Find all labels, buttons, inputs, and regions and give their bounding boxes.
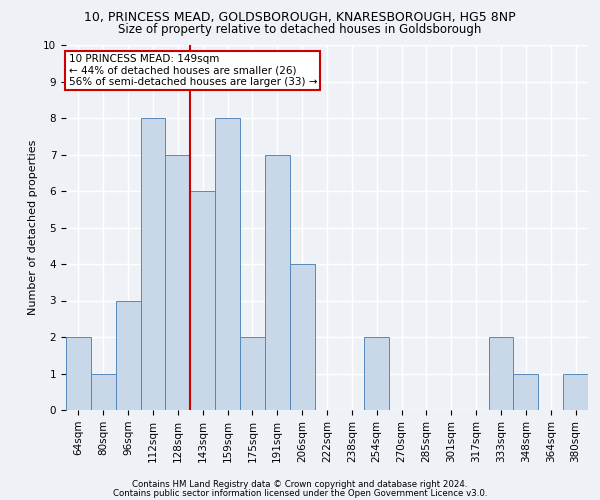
Y-axis label: Number of detached properties: Number of detached properties	[28, 140, 38, 315]
Bar	[240, 337, 265, 410]
Bar	[488, 337, 514, 410]
Text: Size of property relative to detached houses in Goldsborough: Size of property relative to detached ho…	[118, 22, 482, 36]
Bar	[563, 374, 588, 410]
Bar	[265, 154, 290, 410]
Bar	[190, 191, 215, 410]
Bar	[91, 374, 116, 410]
Bar	[215, 118, 240, 410]
Bar	[66, 337, 91, 410]
Text: 10 PRINCESS MEAD: 149sqm
← 44% of detached houses are smaller (26)
56% of semi-d: 10 PRINCESS MEAD: 149sqm ← 44% of detach…	[68, 54, 317, 88]
Bar	[364, 337, 389, 410]
Bar	[514, 374, 538, 410]
Bar	[290, 264, 314, 410]
Text: Contains HM Land Registry data © Crown copyright and database right 2024.: Contains HM Land Registry data © Crown c…	[132, 480, 468, 489]
Text: Contains public sector information licensed under the Open Government Licence v3: Contains public sector information licen…	[113, 489, 487, 498]
Bar	[166, 154, 190, 410]
Bar	[116, 300, 140, 410]
Bar	[140, 118, 166, 410]
Text: 10, PRINCESS MEAD, GOLDSBOROUGH, KNARESBOROUGH, HG5 8NP: 10, PRINCESS MEAD, GOLDSBOROUGH, KNARESB…	[84, 11, 516, 24]
